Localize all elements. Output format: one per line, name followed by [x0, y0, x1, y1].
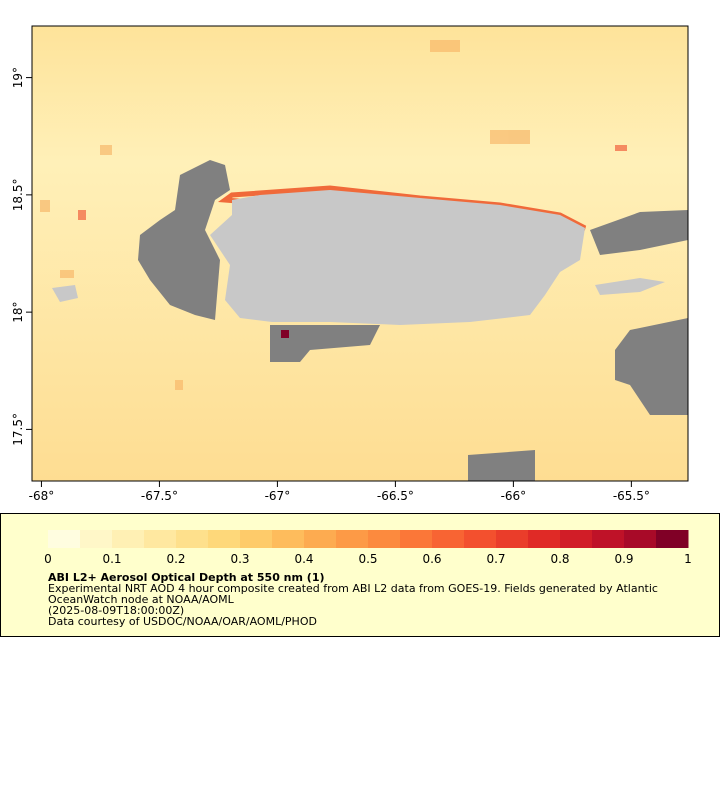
colorbar-segment: [592, 530, 625, 548]
aod-patches: [40, 40, 627, 390]
x-tick-label: -68°: [29, 489, 55, 503]
colorbar-tick-label: 1: [684, 552, 692, 566]
colorbar-tick-label: 0.8: [550, 552, 569, 566]
map-panel: [31, 25, 689, 482]
colorbar-segment: [464, 530, 497, 548]
colorbar-segment: [304, 530, 337, 548]
colorbar-segment: [272, 530, 305, 548]
colorbar-segment: [336, 530, 369, 548]
colorbar-tick-label: 0.6: [422, 552, 441, 566]
colorbar-segment: [176, 530, 209, 548]
colorbar-segment: [368, 530, 401, 548]
land: [52, 190, 665, 325]
colorbar-tick-label: 0.4: [294, 552, 313, 566]
caption-line: OceanWatch node at NOAA/AOML: [48, 593, 235, 606]
aod-max-pixel: [281, 330, 289, 338]
colorbar-segment: [496, 530, 529, 548]
x-tick-label: -67°: [265, 489, 291, 503]
no-data: [138, 160, 688, 481]
colorbar-tick-label: 0.9: [614, 552, 633, 566]
colorbar-segment: [560, 530, 593, 548]
colorbar-segment: [400, 530, 433, 548]
colorbar-tick-label: 0.3: [230, 552, 249, 566]
colorbar-segment: [528, 530, 561, 548]
colorbar-segment: [240, 530, 273, 548]
colorbar-tick-label: 0.5: [358, 552, 377, 566]
y-tick-label: 18.5°: [11, 179, 25, 212]
x-tick-label: -67.5°: [141, 489, 178, 503]
colorbar-segment: [144, 530, 177, 548]
x-tick-label: -66°: [501, 489, 527, 503]
caption-title: ABI L2+ Aerosol Optical Depth at 550 nm …: [48, 571, 325, 584]
colorbar-tick-label: 0.1: [102, 552, 121, 566]
colorbar-tick-label: 0.7: [486, 552, 505, 566]
caption-line: (2025-08-09T18:00:00Z): [48, 604, 184, 617]
colorbar-segment: [432, 530, 465, 548]
colorbar-segment: [112, 530, 145, 548]
colorbar-segment: [656, 530, 689, 548]
caption-line: Experimental NRT AOD 4 hour composite cr…: [48, 582, 658, 595]
caption-line: Data courtesy of USDOC/NOAA/OAR/AOML/PHO…: [48, 615, 317, 628]
y-tick-label: 17.5°: [11, 413, 25, 446]
colorbar-segment: [48, 530, 81, 548]
y-tick-label: 18°: [11, 301, 25, 322]
y-tick-label: 19°: [11, 67, 25, 88]
colorbar-segment: [208, 530, 241, 548]
x-tick-label: -65.5°: [613, 489, 650, 503]
colorbar-segment: [624, 530, 657, 548]
colorbar-tick-label: 0: [44, 552, 52, 566]
caption: ABI L2+ Aerosol Optical Depth at 550 nm …: [48, 571, 658, 628]
x-tick-label: -66.5°: [377, 489, 414, 503]
map-frame: [31, 25, 689, 482]
colorbar-tick-label: 0.2: [166, 552, 185, 566]
colorbar-segment: [80, 530, 113, 548]
